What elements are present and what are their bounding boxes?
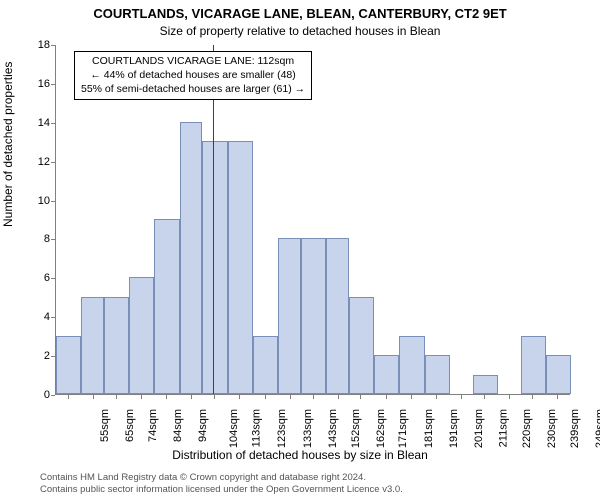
- y-axis-label: Number of detached properties: [1, 62, 15, 227]
- annotation-box: COURTLANDS VICARAGE LANE: 112sqm ← 44% o…: [74, 51, 312, 100]
- footer-line2: Contains public sector information licen…: [40, 484, 403, 496]
- x-tick-mark: [360, 395, 361, 399]
- x-tick-mark: [265, 395, 266, 399]
- y-tick-label: 12: [22, 156, 50, 168]
- x-tick-label: 220sqm: [521, 409, 533, 448]
- histogram-bar: [56, 336, 81, 394]
- y-tick-label: 4: [22, 311, 50, 323]
- x-tick-mark: [166, 395, 167, 399]
- x-tick-label: 249sqm: [595, 409, 600, 448]
- histogram-bar: [546, 355, 571, 394]
- y-tick-label: 0: [22, 389, 50, 401]
- x-tick-mark: [411, 395, 412, 399]
- x-tick-mark: [313, 395, 314, 399]
- histogram-bar: [473, 375, 498, 394]
- histogram-bar: [399, 336, 424, 394]
- histogram-bar: [521, 336, 546, 394]
- x-tick-label: 65sqm: [124, 409, 136, 442]
- x-tick-label: 171sqm: [398, 409, 410, 448]
- histogram-bar: [104, 297, 129, 394]
- x-tick-mark: [191, 395, 192, 399]
- annotation-line1: COURTLANDS VICARAGE LANE: 112sqm: [81, 54, 305, 68]
- x-tick-label: 191sqm: [448, 409, 460, 448]
- x-tick-label: 133sqm: [302, 409, 314, 448]
- chart-subtitle: Size of property relative to detached ho…: [0, 24, 600, 38]
- x-tick-mark: [436, 395, 437, 399]
- x-tick-label: 239sqm: [569, 409, 581, 448]
- histogram-bar: [129, 277, 154, 394]
- y-tick-label: 16: [22, 78, 50, 90]
- y-tick-label: 18: [22, 39, 50, 51]
- y-tick-label: 2: [22, 350, 50, 362]
- histogram-chart: COURTLANDS, VICARAGE LANE, BLEAN, CANTER…: [0, 0, 600, 500]
- x-tick-label: 123sqm: [276, 409, 288, 448]
- y-tick-label: 14: [22, 117, 50, 129]
- x-tick-mark: [214, 395, 215, 399]
- x-tick-label: 181sqm: [423, 409, 435, 448]
- histogram-bar: [374, 355, 399, 394]
- annotation-line3: 55% of semi-detached houses are larger (…: [81, 82, 305, 96]
- x-tick-label: 84sqm: [172, 409, 184, 442]
- x-tick-label: 143sqm: [327, 409, 339, 448]
- x-tick-label: 74sqm: [147, 409, 159, 442]
- x-tick-mark: [338, 395, 339, 399]
- histogram-bar: [253, 336, 278, 394]
- x-tick-mark: [386, 395, 387, 399]
- x-tick-label: 162sqm: [375, 409, 387, 448]
- x-tick-label: 113sqm: [250, 409, 262, 447]
- x-tick-mark: [116, 395, 117, 399]
- histogram-bar: [349, 297, 374, 394]
- histogram-bar: [180, 122, 203, 394]
- histogram-bar: [425, 355, 450, 394]
- y-tick-label: 10: [22, 195, 50, 207]
- x-tick-label: 94sqm: [197, 409, 209, 442]
- y-tick-mark: [51, 395, 55, 396]
- histogram-bar: [81, 297, 104, 394]
- y-tick-label: 6: [22, 272, 50, 284]
- histogram-bar: [301, 238, 326, 394]
- x-tick-mark: [509, 395, 510, 399]
- x-tick-label: 211sqm: [498, 409, 510, 447]
- x-tick-mark: [461, 395, 462, 399]
- annotation-line2: ← 44% of detached houses are smaller (48…: [81, 68, 305, 82]
- x-tick-mark: [239, 395, 240, 399]
- histogram-bar: [202, 141, 227, 394]
- x-tick-mark: [68, 395, 69, 399]
- x-tick-mark: [484, 395, 485, 399]
- x-tick-mark: [557, 395, 558, 399]
- histogram-bar: [326, 238, 349, 394]
- x-tick-mark: [290, 395, 291, 399]
- histogram-bar: [154, 219, 179, 394]
- x-tick-label: 201sqm: [473, 409, 485, 448]
- x-tick-label: 230sqm: [547, 409, 559, 448]
- plot-area: COURTLANDS VICARAGE LANE: 112sqm ← 44% o…: [55, 45, 570, 395]
- footer-line1: Contains HM Land Registry data © Crown c…: [40, 472, 403, 484]
- x-tick-label: 104sqm: [228, 409, 240, 448]
- x-tick-mark: [532, 395, 533, 399]
- x-tick-mark: [141, 395, 142, 399]
- x-tick-label: 152sqm: [350, 409, 362, 448]
- histogram-bar: [228, 141, 253, 394]
- y-tick-label: 8: [22, 233, 50, 245]
- chart-title: COURTLANDS, VICARAGE LANE, BLEAN, CANTER…: [0, 6, 600, 21]
- x-tick-label: 55sqm: [99, 409, 111, 442]
- footer-note: Contains HM Land Registry data © Crown c…: [40, 472, 403, 496]
- x-axis-label: Distribution of detached houses by size …: [0, 448, 600, 462]
- x-tick-mark: [93, 395, 94, 399]
- histogram-bar: [278, 238, 301, 394]
